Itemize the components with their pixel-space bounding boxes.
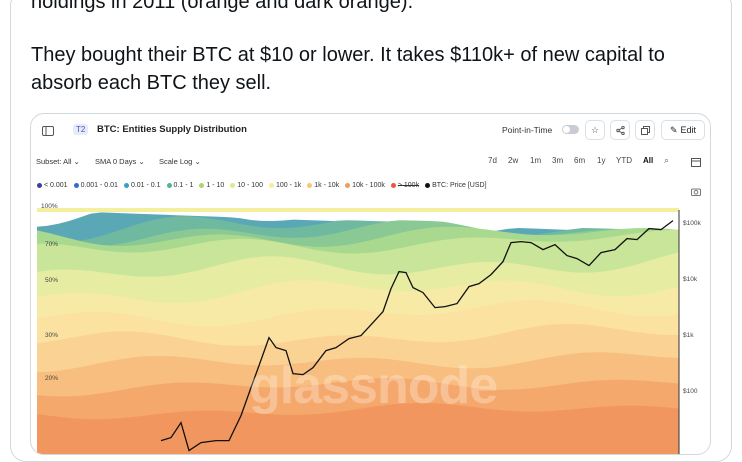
- legend-label: 1 - 10: [206, 182, 225, 189]
- legend-swatch: [268, 183, 274, 188]
- legend-item[interactable]: 10 - 100: [230, 182, 263, 189]
- legend-swatch: [345, 183, 351, 188]
- legend-swatch: [73, 183, 79, 188]
- supply-band: [37, 402, 679, 454]
- y-tick-label: 100%: [41, 203, 58, 210]
- tweet-text-line: absorb each BTC they sell.: [31, 72, 272, 94]
- chart-title: BTC: Entities Supply Distribution: [97, 124, 247, 135]
- tier-badge: T2: [73, 124, 89, 135]
- legend-item[interactable]: 0.001 - 0.01: [73, 182, 118, 189]
- scale-select[interactable]: Scale Log ⌄: [159, 157, 201, 166]
- legend-label: 10k - 100k: [352, 182, 385, 189]
- range-1y[interactable]: 1y: [597, 156, 606, 165]
- scale-label: Scale Log: [159, 157, 193, 166]
- sma-select[interactable]: SMA 0 Days ⌄: [95, 157, 145, 166]
- edit-label: Edit: [680, 125, 697, 135]
- legend-item[interactable]: 100 - 1k: [268, 182, 302, 189]
- sma-label: SMA 0 Days: [95, 157, 137, 166]
- range-6m[interactable]: 6m: [574, 156, 586, 165]
- range-3m[interactable]: 3m: [552, 156, 564, 165]
- point-in-time-toggle[interactable]: [562, 125, 579, 134]
- right-tick-label: $10k: [683, 276, 698, 283]
- tweet-text-line: They bought their BTC at $10 or lower. I…: [31, 44, 665, 66]
- camera-icon[interactable]: [691, 183, 701, 201]
- edit-button[interactable]: ✎ Edit: [661, 120, 705, 140]
- star-icon[interactable]: ☆: [585, 120, 605, 140]
- right-tick-label: $100k: [683, 220, 701, 227]
- supply-band: [37, 208, 679, 212]
- legend-item[interactable]: > 100k: [390, 182, 420, 189]
- legend-item[interactable]: < 0.001: [37, 182, 68, 189]
- legend-item[interactable]: 0.1 - 1: [166, 182, 194, 189]
- point-in-time-label: Point-in-Time: [502, 125, 553, 135]
- tweet-text-line: holdings in 2011 (orange and dark orange…: [31, 0, 414, 13]
- chart-toolbar: T2 BTC: Entities Supply Distribution Poi…: [31, 114, 710, 148]
- legend-item[interactable]: 0.01 - 0.1: [123, 182, 161, 189]
- y-tick-label: 50%: [45, 277, 59, 284]
- legend-swatch: [307, 183, 313, 188]
- legend-label: < 0.001: [44, 182, 68, 189]
- legend-item[interactable]: BTC: Price [USD]: [425, 182, 487, 189]
- zoom-icon[interactable]: ⌕: [664, 155, 670, 165]
- legend-label: BTC: Price [USD]: [432, 182, 487, 189]
- y-tick-label: 20%: [45, 375, 59, 382]
- chart-legend: < 0.001 0.001 - 0.01 0.01 - 0.1 0.1 - 1 1 - …: [37, 182, 493, 194]
- legend-swatch: [37, 183, 42, 188]
- y-tick-label: 70%: [45, 241, 59, 248]
- legend-swatch: [166, 183, 172, 188]
- legend-item[interactable]: 1k - 10k: [307, 182, 339, 189]
- subset-select[interactable]: Subset: All ⌄: [36, 157, 80, 166]
- legend-item[interactable]: 1 - 10: [199, 182, 224, 189]
- legend-swatch: [390, 183, 396, 188]
- right-tick-label: $100: [683, 388, 698, 395]
- legend-label: 100 - 1k: [275, 182, 302, 189]
- price-line: [160, 220, 674, 452]
- watermark: glassnode: [249, 357, 498, 415]
- legend-label: 10 - 100: [237, 182, 263, 189]
- calendar-icon[interactable]: [691, 154, 701, 172]
- legend-swatch: [425, 183, 431, 188]
- range-2w[interactable]: 2w: [508, 156, 519, 165]
- legend-label: 0.1 - 1: [173, 182, 194, 189]
- y-tick-label: 30%: [45, 332, 59, 339]
- share-icon[interactable]: [610, 120, 630, 140]
- legend-label: 1k - 10k: [314, 182, 340, 189]
- right-tick-label: $1k: [683, 332, 694, 339]
- chart-image[interactable]: T2 BTC: Entities Supply Distribution Poi…: [30, 113, 711, 455]
- pencil-icon: ✎: [669, 124, 678, 135]
- legend-swatch: [230, 183, 236, 188]
- legend-label: 0.001 - 0.01: [80, 182, 118, 189]
- range-1m[interactable]: 1m: [530, 156, 542, 165]
- subset-label: Subset: All: [36, 157, 72, 166]
- legend-label: 0.01 - 0.1: [130, 182, 161, 189]
- chart-plot: [37, 208, 680, 454]
- copy-icon[interactable]: [635, 120, 655, 140]
- sidebar-toggle-icon[interactable]: [39, 122, 57, 140]
- range-ytd[interactable]: YTD: [616, 156, 632, 165]
- legend-item[interactable]: 10k - 100k: [345, 182, 385, 189]
- range-7d[interactable]: 7d: [488, 156, 497, 165]
- legend-swatch: [123, 183, 129, 188]
- legend-swatch: [199, 183, 205, 188]
- range-all[interactable]: All: [643, 156, 654, 165]
- legend-label: > 100k: [397, 182, 420, 189]
